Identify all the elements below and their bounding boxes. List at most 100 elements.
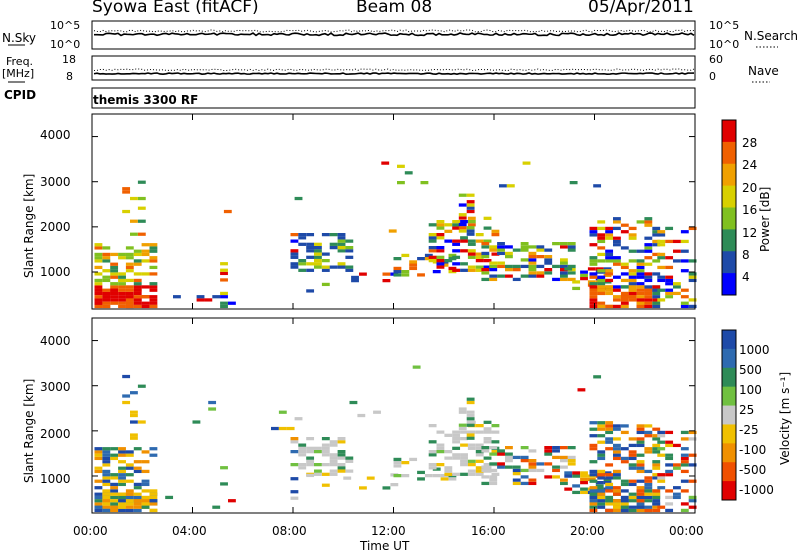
scatter-cell — [137, 196, 146, 201]
scatter-cell — [417, 257, 425, 261]
scatter-cell — [467, 255, 476, 259]
scatter-cell — [141, 252, 150, 257]
scatter-cell — [436, 233, 445, 237]
scatter-cell — [401, 461, 410, 465]
scatter-cell — [613, 295, 621, 299]
scatter-cell — [636, 424, 645, 428]
scatter-cell — [467, 469, 476, 473]
scatter-cell — [512, 264, 521, 269]
scatter-cell — [141, 495, 150, 500]
scatter-cell — [133, 252, 142, 257]
scatter-cell — [141, 482, 150, 487]
scatter-cell — [560, 268, 568, 272]
scatter-cell — [536, 274, 545, 278]
scatter-cell — [528, 264, 537, 269]
scatter-cell — [597, 476, 606, 480]
scatter-cell — [212, 505, 221, 509]
scatter-cell — [589, 226, 598, 231]
scatter-cell — [680, 456, 689, 461]
scatter-cell — [133, 259, 142, 263]
scatter-cell — [475, 259, 484, 263]
scatter-cell — [460, 236, 468, 240]
scatter-cell — [141, 469, 150, 474]
scatter-cell — [665, 282, 674, 286]
scatter-cell — [466, 206, 475, 210]
scatter-cell — [94, 272, 103, 276]
scatter-cell — [597, 269, 606, 273]
scatter-cell — [665, 469, 674, 474]
nsearch-label: N.Search — [744, 29, 799, 43]
scatter-cell — [665, 443, 674, 448]
scatter-cell — [393, 474, 402, 478]
scatter-cell — [628, 453, 637, 457]
scatter-cell — [636, 288, 645, 292]
scatter-cell — [528, 468, 537, 473]
scatter-cell — [110, 495, 119, 500]
scatter-cell — [505, 251, 513, 256]
scatter-cell — [130, 436, 138, 440]
scatter-cell — [420, 181, 429, 185]
scatter-cell — [605, 269, 614, 273]
scatter-cell — [665, 502, 674, 506]
scatter-cell — [444, 229, 453, 233]
scatter-cell — [466, 433, 475, 437]
scatter-cell — [110, 502, 119, 506]
scatter-cell — [644, 499, 653, 503]
scatter-cell — [652, 495, 661, 500]
scatter-cell — [665, 265, 674, 270]
scatter-cell — [597, 450, 606, 454]
scatter-cell — [118, 447, 126, 451]
scatter-cell — [110, 282, 119, 286]
scatter-cell — [605, 473, 614, 477]
scatter-cell — [466, 209, 475, 214]
scatter-cell — [564, 487, 573, 491]
scatter-cell — [149, 495, 158, 500]
scatter-cell — [436, 220, 445, 224]
scatter-cell — [680, 460, 689, 464]
scatter-cell — [460, 443, 468, 447]
scatter-cell — [196, 295, 205, 299]
scatter-cell — [436, 450, 445, 454]
scatter-cell — [620, 447, 629, 451]
scatter-cell — [409, 263, 418, 267]
scatter-cell — [393, 457, 402, 462]
scatter-cell — [290, 262, 299, 266]
scatter-cell — [644, 505, 653, 509]
scatter-cell — [337, 265, 346, 269]
scatter-cell — [460, 249, 468, 253]
freq-unit-label: [MHz] — [2, 67, 35, 80]
scatter-cell — [359, 272, 367, 276]
scatter-cell — [393, 270, 402, 274]
scatter-cell — [110, 265, 119, 270]
scatter-cell — [628, 298, 637, 302]
scatter-cell — [528, 268, 537, 272]
scatter-cell — [589, 301, 598, 305]
scatter-cell — [452, 453, 461, 457]
scatter-cell — [118, 453, 126, 457]
scatter-cell — [652, 502, 661, 506]
scatter-cell — [528, 462, 537, 466]
scatter-cell — [657, 447, 666, 451]
scatter-cell — [628, 275, 637, 279]
scatter-cell — [572, 280, 581, 284]
cpid-panel — [91, 87, 696, 109]
scatter-cell — [589, 233, 598, 237]
scatter-cell — [512, 248, 521, 252]
scatter-cell — [141, 499, 150, 503]
scatter-cell — [644, 304, 653, 309]
velocity-ytick: 3000 — [40, 380, 71, 394]
scatter-cell — [428, 236, 437, 240]
scatter-cell — [118, 469, 126, 474]
scatter-cell — [460, 453, 468, 457]
scatter-cell — [497, 274, 505, 278]
scatter-cell — [489, 277, 498, 282]
scatter-cell — [652, 226, 661, 231]
scatter-cell — [673, 486, 681, 490]
scatter-cell — [141, 243, 150, 247]
scatter-cell — [475, 443, 484, 447]
scatter-cell — [644, 275, 653, 279]
colorbar-segment — [722, 405, 736, 425]
scatter-cell — [432, 467, 441, 471]
scatter-cell — [605, 226, 614, 231]
scatter-cell — [636, 249, 645, 253]
